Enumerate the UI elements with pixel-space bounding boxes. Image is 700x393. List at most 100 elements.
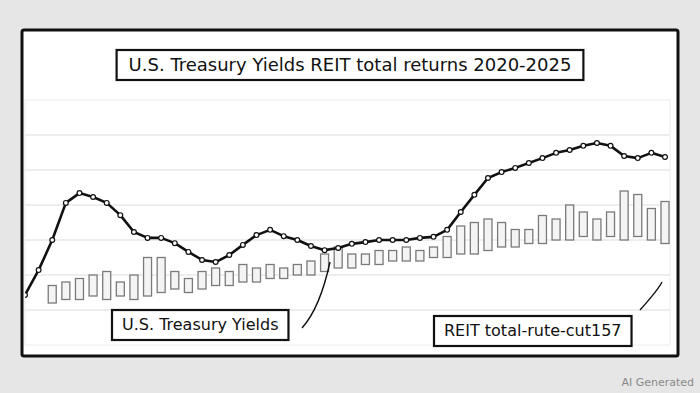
floating-bar [144,258,152,297]
line-marker [349,241,354,246]
line-marker [663,155,668,160]
floating-bar [389,251,397,262]
line-marker [172,241,177,246]
floating-bar [620,191,628,240]
line-marker [240,243,245,248]
floating-bar [511,230,519,248]
floating-bar [661,202,669,244]
line-marker [77,191,82,196]
floating-bar [647,209,655,241]
floating-bar [498,223,506,248]
floating-bar [171,272,179,290]
floating-bar [266,265,274,279]
floating-bar [116,282,124,296]
floating-bar [430,247,438,258]
line-marker [404,238,409,243]
floating-bar [470,223,478,255]
grid-line [25,170,670,171]
line-marker [132,230,137,235]
annotation-box [434,316,632,346]
line-marker [608,143,613,148]
line-marker [91,195,96,200]
line-marker [363,240,368,245]
line-marker [554,150,559,155]
floating-bar [252,268,260,282]
line-marker [581,143,586,148]
line-marker [281,234,286,239]
line-marker [254,233,259,238]
line-marker [186,250,191,255]
floating-bar [280,268,288,279]
line-marker [36,268,41,273]
line-marker [513,166,518,171]
line-marker [417,236,422,241]
floating-bar [634,195,642,237]
line-marker [595,141,600,146]
grid-line [25,135,670,136]
line-marker [458,210,463,215]
panel-frame [22,30,678,356]
floating-bar [307,261,315,275]
line-marker [50,238,55,243]
floating-bar [348,254,356,268]
line-marker [309,244,314,249]
line-marker [268,227,273,232]
floating-bar [538,216,546,244]
floating-bar [321,254,329,272]
line-marker [567,148,572,153]
floating-bar [443,237,451,258]
line-marker [227,253,232,258]
floating-bar [416,251,424,262]
plot-frame [25,100,670,345]
line-marker [390,238,395,243]
floating-bar [130,275,138,300]
line-marker [540,156,545,161]
floating-bar [457,226,465,254]
line-marker [25,293,27,298]
annotation-leader [302,262,330,328]
line-marker [213,260,218,265]
floating-bar [48,286,56,304]
line-marker [63,201,68,206]
floating-bar [198,272,206,290]
floating-bar [225,272,233,286]
line-marker [649,150,654,155]
line-marker [622,154,627,159]
floating-bar [607,212,615,237]
floating-bar [75,279,83,300]
floating-bar [402,247,410,261]
line-marker [322,248,327,253]
annotation: REIT total-rute-cut157 [444,321,622,340]
floating-bar [62,282,70,300]
annotation: U.S. Treasury Yields [122,315,278,334]
floating-bar [239,265,247,283]
floating-bar [593,219,601,240]
floating-bar [484,219,492,251]
title-box [117,50,584,80]
line-marker [526,161,531,166]
floating-bar [361,254,369,265]
floating-bar [212,268,220,286]
background [0,0,700,393]
line-marker [159,236,164,241]
plot-area [25,141,669,303]
footnote: AI Generated [621,376,694,389]
floating-bar [184,279,192,293]
line-marker [104,201,109,206]
line-marker [200,258,205,263]
line-series [25,143,665,295]
floating-bar [293,265,301,276]
line-marker [431,234,436,239]
floating-bar [103,272,111,300]
line-marker [445,227,450,232]
line-marker [118,213,123,218]
chart: U.S. Treasury Yields REIT total returns … [0,0,700,393]
floating-bar [552,219,560,240]
floating-bar [525,230,533,244]
annotation-leader [640,282,662,310]
line-marker [377,238,382,243]
floating-bar [157,258,165,293]
line-marker [499,170,504,175]
grid-line [25,275,670,276]
line-marker [336,246,341,251]
